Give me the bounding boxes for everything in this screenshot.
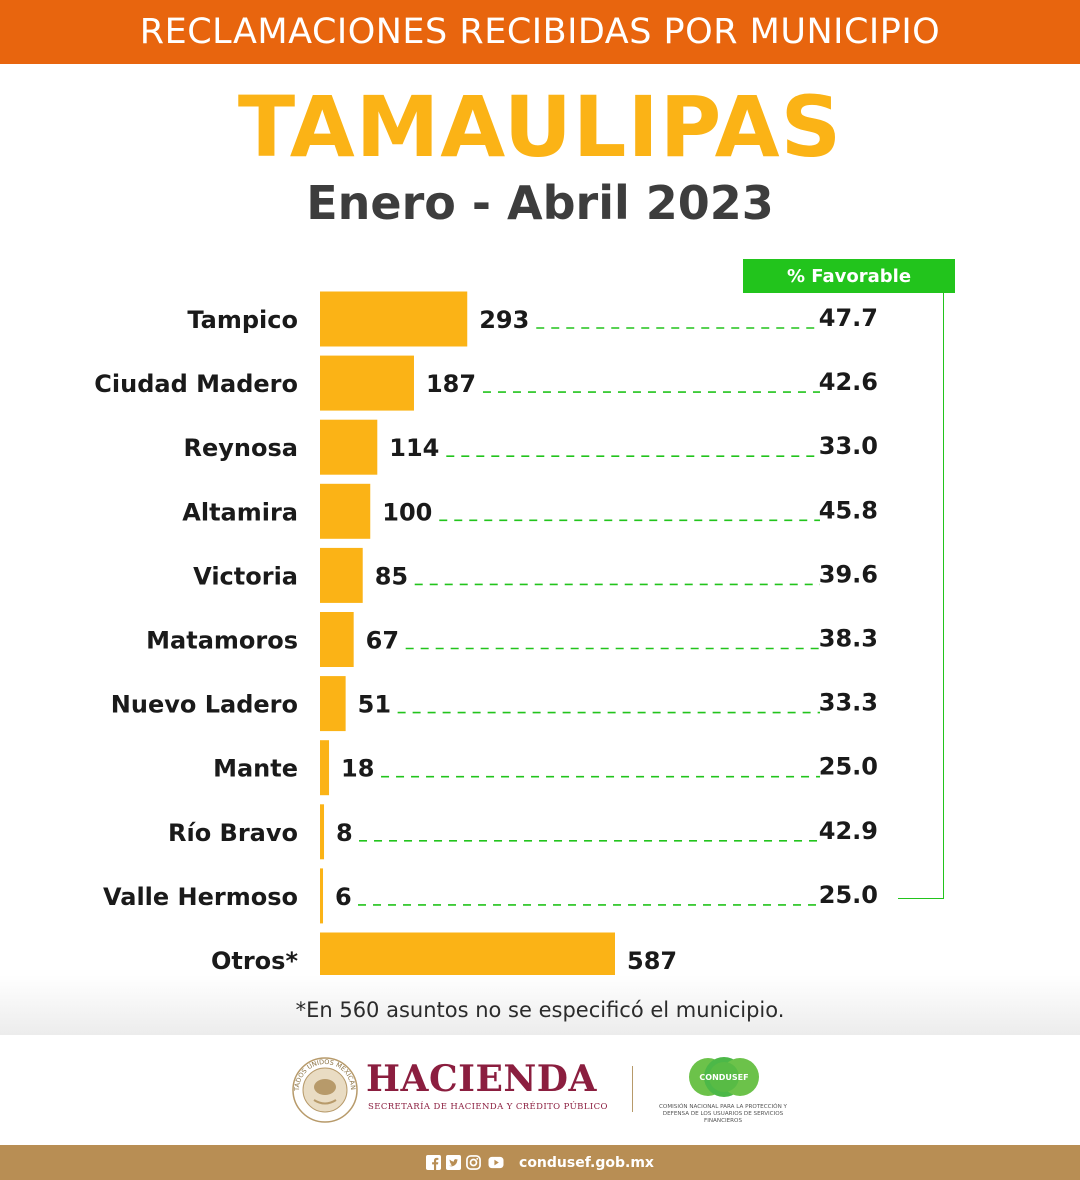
data-label: 293 <box>479 306 529 334</box>
bar <box>320 868 324 924</box>
category-label: Mante <box>213 755 298 783</box>
footer-url[interactable]: condusef.gob.mx <box>519 1154 654 1171</box>
favorable-value: 47.7 <box>819 304 878 332</box>
facebook-icon[interactable] <box>426 1155 442 1170</box>
bar <box>320 676 346 732</box>
data-label: 8 <box>336 819 353 847</box>
category-label: Valle Hermoso <box>103 883 298 911</box>
favorable-value: 45.8 <box>819 496 878 524</box>
category-label: Nuevo Ladero <box>111 691 298 719</box>
category-label: Matamoros <box>146 627 298 655</box>
bar <box>320 419 378 475</box>
data-label: 187 <box>426 370 476 398</box>
page-title: TAMAULIPAS <box>237 78 843 176</box>
youtube-icon[interactable] <box>486 1155 506 1170</box>
condusef-logo-icon: CONDUSEF <box>689 1057 759 1097</box>
category-label: Río Bravo <box>168 819 298 847</box>
favorable-bracket <box>898 293 944 899</box>
category-label: Altamira <box>182 498 298 526</box>
bar <box>320 547 363 603</box>
favorable-value: 25.0 <box>819 881 878 909</box>
bar <box>320 355 414 411</box>
favorable-header-label: % Favorable <box>786 265 912 287</box>
category-label: Ciudad Madero <box>94 370 298 398</box>
bottom-fade <box>0 975 1080 1035</box>
hacienda-logo-subtitle: SECRETARÍA DE HACIENDA Y CRÉDITO PÚBLICO <box>368 1102 608 1112</box>
category-label: Reynosa <box>184 434 298 462</box>
logo-divider <box>632 1066 633 1112</box>
category-label: Victoria <box>193 562 298 590</box>
bar <box>320 932 615 980</box>
bar <box>320 612 354 667</box>
data-label: 67 <box>366 627 399 655</box>
data-label: 18 <box>341 755 374 783</box>
bar <box>320 804 325 860</box>
category-label: Tampico <box>187 306 298 334</box>
favorable-value: 42.6 <box>819 368 878 396</box>
page-subtitle: Enero - Abril 2023 <box>306 176 774 230</box>
bar <box>320 291 468 347</box>
hacienda-seal-icon: ESTADOS UNIDOS MEXICANOS <box>290 1055 358 1123</box>
favorable-value: 25.0 <box>819 753 878 781</box>
footnote: *En 560 asuntos no se especificó el muni… <box>295 998 785 1022</box>
instagram-icon[interactable] <box>466 1155 481 1170</box>
condusef-logo-name: CONDUSEF <box>699 1073 748 1082</box>
favorable-value: 42.9 <box>819 817 878 845</box>
logo-band <box>0 1035 1080 1145</box>
data-label: 85 <box>375 562 408 590</box>
data-label: 114 <box>389 434 439 462</box>
bar <box>320 740 330 796</box>
data-label: 51 <box>358 691 391 719</box>
hacienda-logo-name: HACIENDA <box>366 1058 597 1100</box>
header-banner: RECLAMACIONES RECIBIDAS POR MUNICIPIO <box>0 0 1080 64</box>
favorable-value: 33.3 <box>819 689 878 717</box>
condusef-logo-subtitle: COMISIÓN NACIONAL PARA LA PROTECCIÓN Y D… <box>659 1104 787 1124</box>
footer-band: condusef.gob.mx <box>0 1145 1080 1180</box>
twitter-icon[interactable] <box>446 1155 462 1170</box>
data-label: 6 <box>335 883 352 911</box>
favorable-value: 33.0 <box>819 432 878 460</box>
data-label: 587 <box>627 947 677 975</box>
favorable-header: % Favorable <box>743 259 955 293</box>
favorable-value: 38.3 <box>819 625 878 653</box>
banner-text: RECLAMACIONES RECIBIDAS POR MUNICIPIO <box>139 12 941 52</box>
bar-chart: Tampico 293 47.7 Ciudad Madero 187 42.6 Reynos… <box>94 291 878 980</box>
bar <box>320 483 371 539</box>
data-label: 100 <box>382 498 432 526</box>
favorable-value: 39.6 <box>819 560 878 588</box>
category-label: Otros* <box>211 947 298 975</box>
